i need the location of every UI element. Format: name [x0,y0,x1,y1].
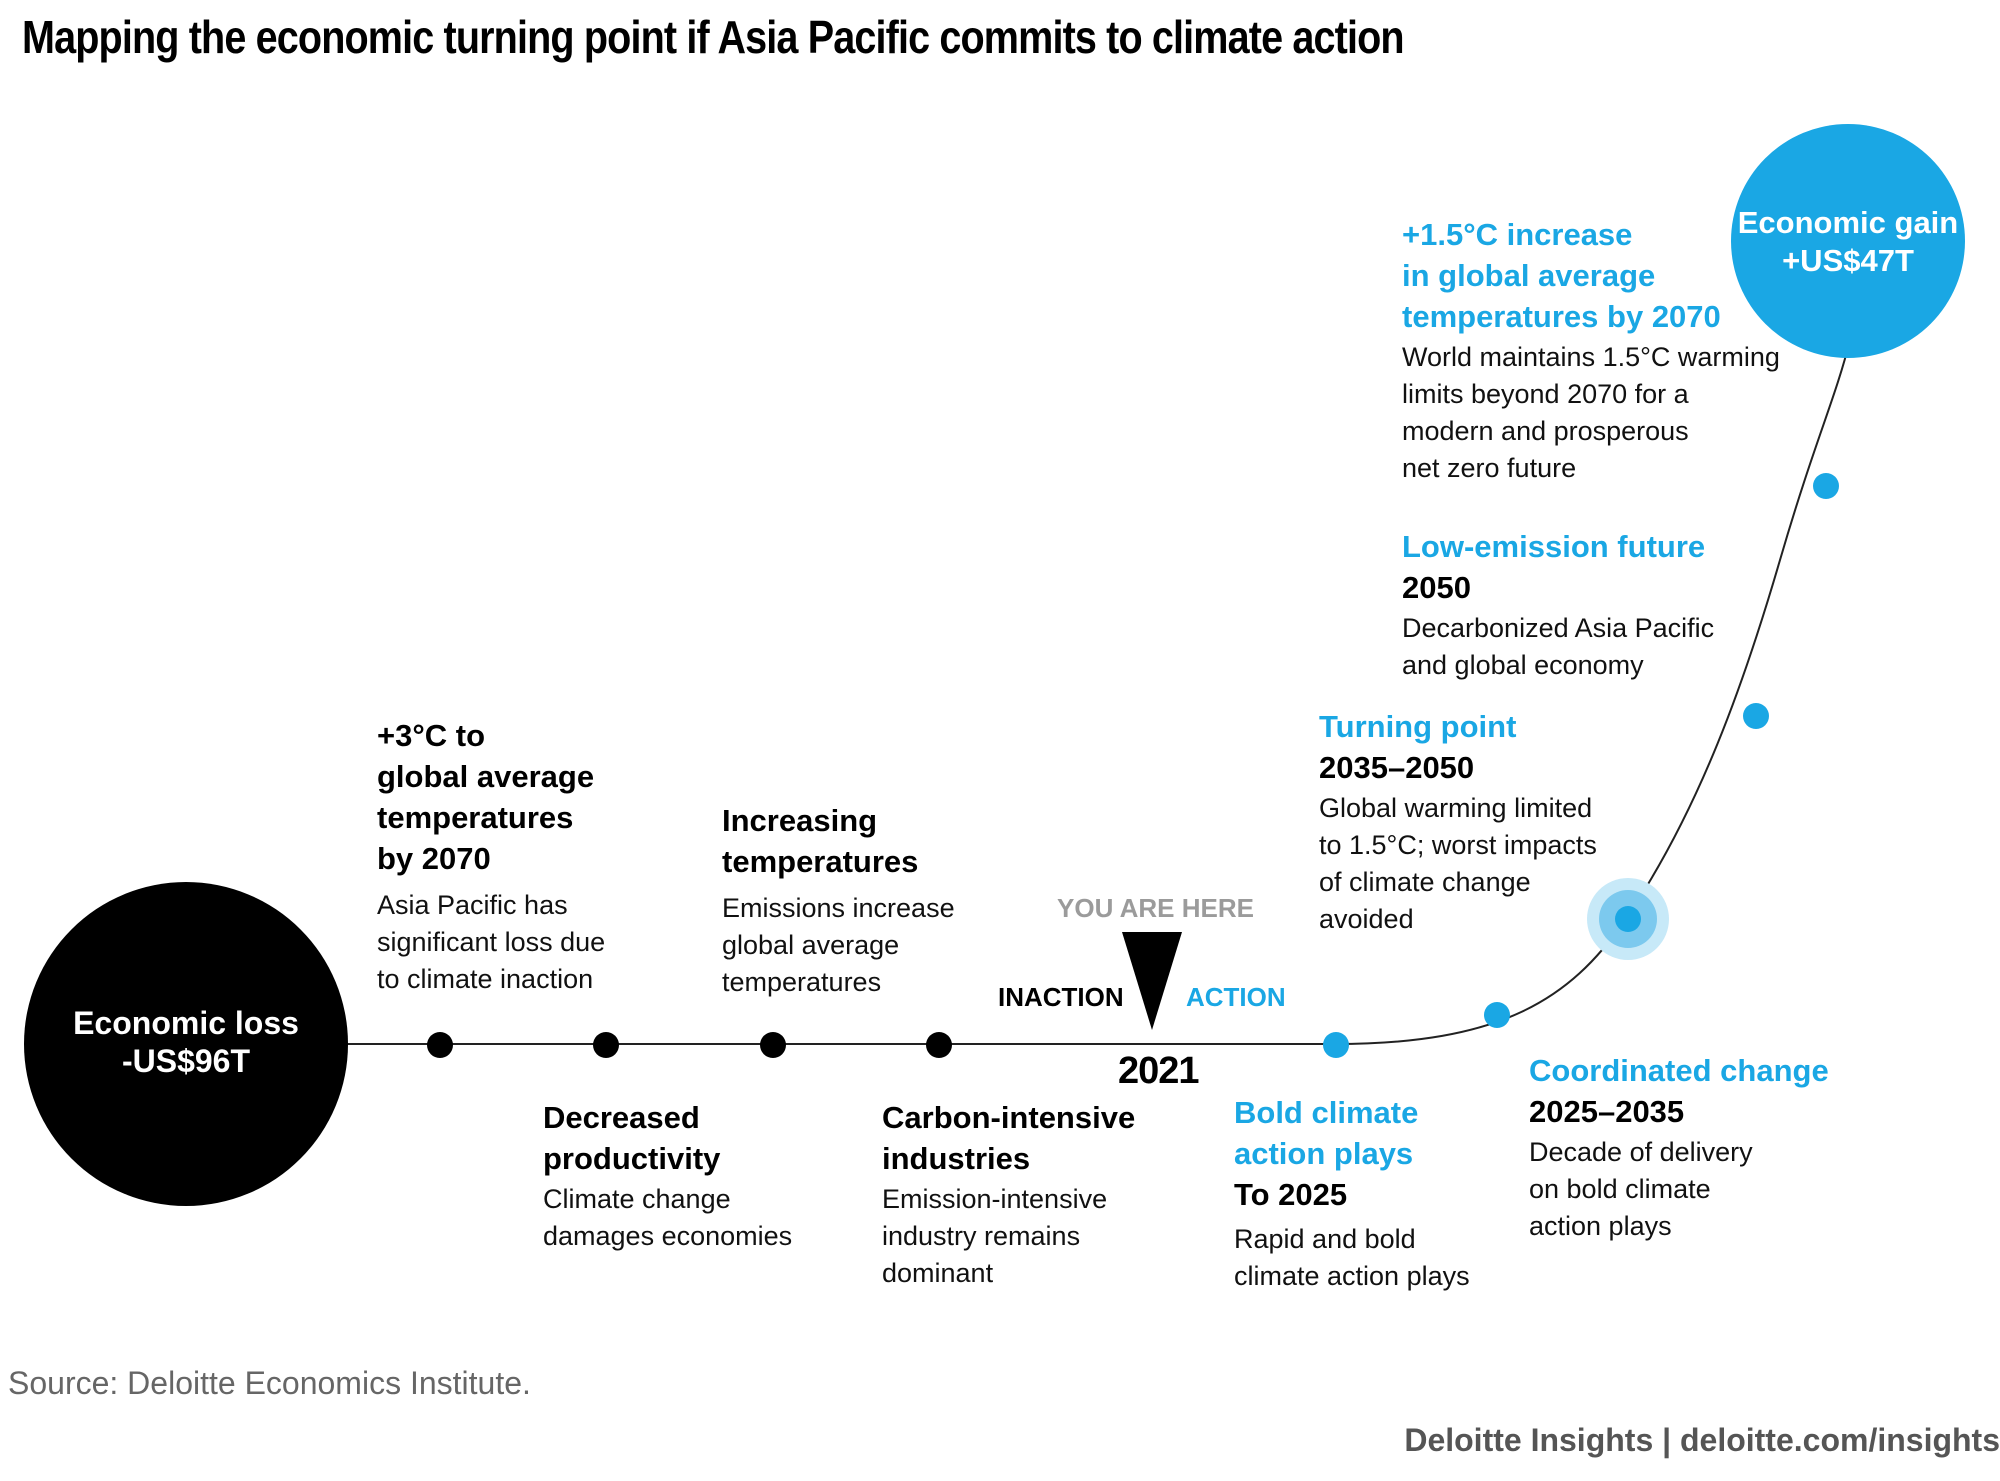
milestone-body: Emissions increase global average temper… [722,893,955,997]
milestone-body: Emission-intensive industry remains domi… [882,1184,1108,1288]
dot-decreased-productivity [593,1032,619,1058]
milestone-body: Climate change damages economies [543,1184,793,1251]
economic-gain-label: Economic gain +US$47T [1737,205,1959,278]
milestone-heading: Carbon-intensive industries [882,1100,1136,1176]
page-title: Mapping the economic turning point if As… [22,11,1405,63]
economic-loss-label: Economic loss -US$96T [73,1005,299,1079]
milestone-heading: Bold climate action plays [1234,1095,1419,1171]
dot-1-5c [1813,473,1839,499]
milestone-subheading: 2025–2035 [1529,1094,1685,1129]
milestone-3c-inaction: +3°C to global average temperatures by 2… [377,715,697,998]
you-are-here-marker [1122,932,1182,1030]
milestone-heading: Coordinated change [1529,1053,1829,1088]
milestone-1-5c: +1.5°C increase in global average temper… [1402,214,1822,487]
milestone-bold-action: Bold climate action plays To 2025 Rapid … [1234,1092,1534,1295]
milestone-coordinated-change: Coordinated change 2025–2035 Decade of d… [1529,1050,1929,1245]
dot-bold-action [1323,1032,1349,1058]
milestone-heading: +1.5°C increase in global average temper… [1402,217,1721,334]
dot-low-emission [1743,703,1769,729]
milestone-heading: Turning point [1319,709,1517,744]
milestone-heading: +3°C to global average temperatures by 2… [377,718,595,876]
source-note: Source: Deloitte Economics Institute. [8,1365,531,1401]
milestone-body: Global warming limited to 1.5°C; worst i… [1319,793,1597,934]
milestone-increasing-temperatures: Increasing temperatures Emissions increa… [722,800,1042,1001]
brand-footer: Deloitte Insights | deloitte.com/insight… [1404,1422,2000,1458]
economic-loss-circle [24,882,348,1206]
year-now-label: 2021 [1118,1050,1200,1092]
you-are-here-label: YOU ARE HERE [1057,893,1254,923]
dot-increasing-temperatures [760,1032,786,1058]
economic-gain-circle [1731,124,1965,358]
timeline-curve [1334,339,1851,1045]
milestone-turning-point: Turning point 2035–2050 Global warming l… [1319,706,1659,938]
milestone-heading: Decreased productivity [543,1100,721,1176]
action-label: ACTION [1186,982,1286,1012]
milestone-heading: Increasing temperatures [722,803,919,879]
milestone-low-emission: Low-emission future 2050 Decarbonized As… [1402,526,1782,684]
milestone-body: Asia Pacific has significant loss due to… [377,890,606,994]
milestone-subheading: 2035–2050 [1319,750,1475,785]
milestone-body: Decarbonized Asia Pacific and global eco… [1402,613,1715,680]
dot-coordinated-change [1484,1002,1510,1028]
milestone-body: World maintains 1.5°C warming limits bey… [1402,342,1780,483]
milestone-heading: Low-emission future [1402,529,1706,564]
milestone-body: Decade of delivery on bold climate actio… [1529,1137,1753,1241]
milestone-carbon-intensive: Carbon-intensive industries Emission-int… [882,1097,1202,1292]
dot-3c-inaction [427,1032,453,1058]
milestone-subheading: 2050 [1402,570,1471,605]
dot-carbon-intensive [926,1032,952,1058]
dot-turning-point [1615,906,1641,932]
inaction-label: INACTION [998,982,1124,1012]
milestone-subheading: To 2025 [1234,1177,1348,1212]
milestone-decreased-productivity: Decreased productivity Climate change da… [543,1097,863,1255]
milestone-body: Rapid and bold climate action plays [1234,1224,1470,1291]
